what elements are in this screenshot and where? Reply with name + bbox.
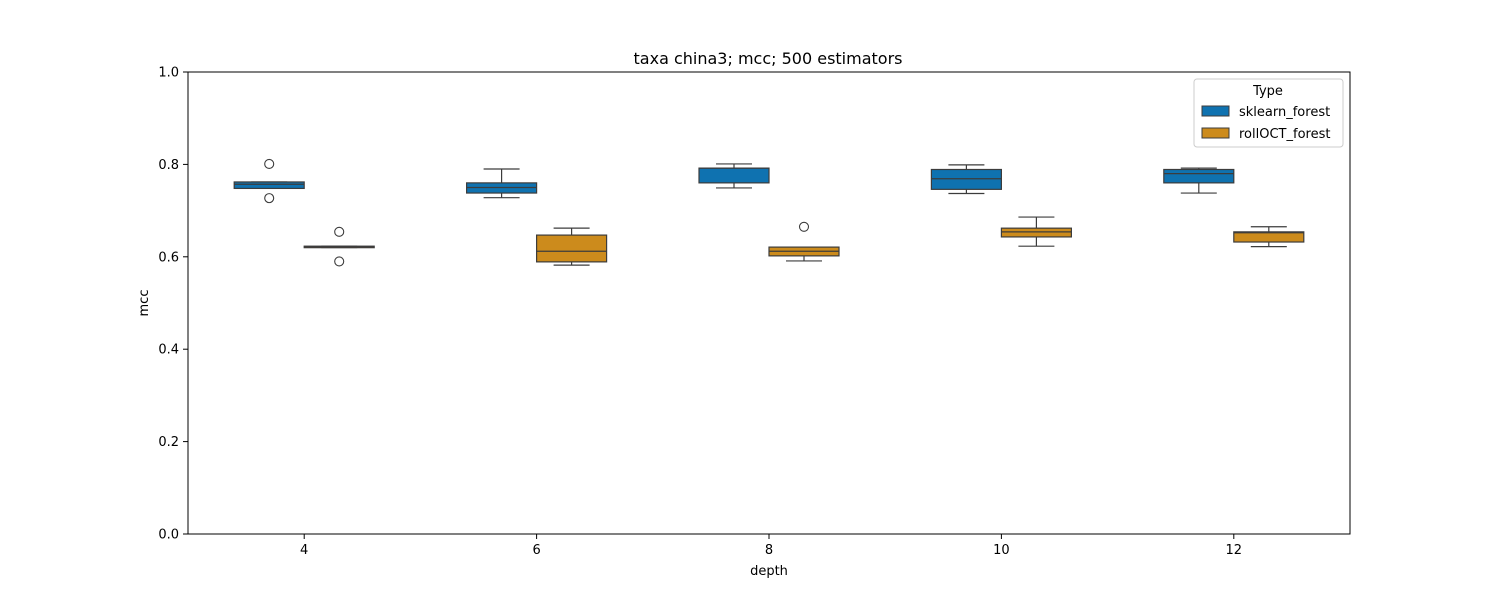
box-sklearn-forest-depth-6 [466, 168, 538, 199]
outlier-point [264, 193, 275, 204]
legend-label-sklearn-forest: sklearn_forest [1239, 105, 1330, 120]
y-tick-label: 1.0 [158, 66, 179, 81]
box-rolloct-forest-depth-12 [1233, 226, 1305, 248]
x-tick-label: 8 [765, 543, 773, 558]
legend-swatch-sklearn-forest [1201, 105, 1230, 117]
box-iqr [1000, 227, 1073, 238]
outlier-point [264, 158, 275, 169]
plot-area [187, 71, 1351, 535]
y-tick-label: 0.6 [158, 250, 179, 265]
y-tick-label: 0.8 [158, 158, 179, 173]
y-axis: 0.0 0.2 0.4 0.6 0.8 1.0 [158, 66, 188, 543]
box-rolloct-forest-depth-10 [1000, 216, 1073, 247]
y-tick-label: 0.4 [158, 343, 179, 358]
box-rolloct-forest-depth-4 [303, 226, 375, 267]
box-iqr [698, 167, 770, 184]
box-rolloct-forest-depth-8 [768, 221, 840, 262]
legend: Type sklearn_forest rollOCT_forest [1193, 78, 1344, 148]
x-tick-label: 10 [993, 543, 1010, 558]
box-iqr [1233, 231, 1305, 243]
box-sklearn-forest-depth-4 [233, 158, 305, 204]
y-axis-label: mcc [137, 290, 152, 317]
outlier-point [334, 226, 345, 237]
box-sklearn-forest-depth-12 [1163, 167, 1235, 194]
box-iqr [233, 181, 305, 190]
legend-title: Type [1252, 84, 1283, 99]
legend-swatch-rolloct-forest [1201, 127, 1230, 139]
box-iqr [930, 168, 1003, 190]
legend-label-rolloct-forest: rollOCT_forest [1239, 127, 1330, 142]
box-group [233, 158, 1305, 267]
box-iqr [535, 234, 608, 263]
box-sklearn-forest-depth-10 [930, 164, 1003, 195]
box-rolloct-forest-depth-6 [535, 227, 608, 266]
box-iqr [1163, 168, 1235, 184]
outlier-point [334, 256, 345, 267]
outlier-point [798, 221, 810, 232]
x-tick-label: 6 [532, 543, 540, 558]
box-sklearn-forest-depth-8 [698, 163, 770, 189]
x-axis-label: depth [750, 564, 788, 579]
chart-title: taxa china3; mcc; 500 estimators [634, 49, 903, 68]
y-tick-label: 0.2 [158, 435, 179, 450]
x-tick-label: 12 [1226, 543, 1243, 558]
x-axis: 4 6 8 10 12 [300, 534, 1242, 558]
x-tick-label: 4 [300, 543, 308, 558]
legend-frame [1193, 78, 1344, 148]
y-tick-label: 0.0 [158, 528, 179, 543]
